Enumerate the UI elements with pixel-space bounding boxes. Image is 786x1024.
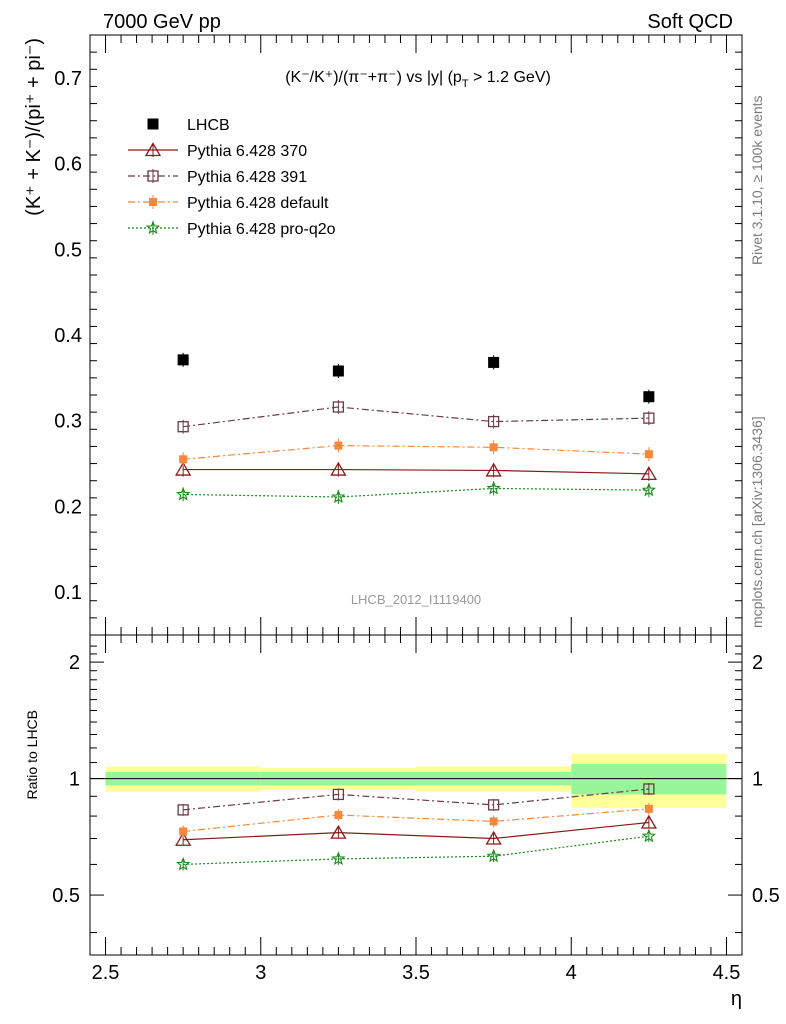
series-line bbox=[183, 487, 649, 498]
ratio-data-point bbox=[489, 817, 498, 826]
ratio-data-point bbox=[330, 824, 347, 839]
data-point bbox=[489, 443, 498, 452]
data-point bbox=[175, 461, 192, 476]
legend-label: Pythia 6.428 391 bbox=[187, 169, 307, 186]
x-tick-label: 2.5 bbox=[92, 962, 120, 984]
x-axis-label: η bbox=[731, 988, 742, 1010]
x-tick-label: 3 bbox=[255, 962, 266, 984]
main-y-axis-label: (K⁺ + K⁻)/(pi⁺ + pi⁻) bbox=[23, 38, 45, 216]
series-line bbox=[183, 406, 649, 428]
data-point bbox=[640, 466, 657, 481]
plot-title: (K⁻/K⁺)/(π⁻+π⁻) vs |y| (pT > 1.2 GeV) bbox=[285, 69, 551, 90]
plot-title-main: (K⁻/K⁺)/(π⁻+π⁻) vs |y| (p bbox=[285, 69, 462, 86]
y-tick-label: 0.6 bbox=[54, 154, 82, 176]
ratio-series-line bbox=[183, 821, 649, 841]
ratio-y-tick-label-right: 0.5 bbox=[752, 885, 780, 907]
legend-label: Pythia 6.428 370 bbox=[187, 143, 307, 160]
main-series bbox=[175, 352, 657, 504]
legend-marker bbox=[145, 220, 161, 235]
y-tick-label: 0.2 bbox=[54, 496, 82, 518]
data-point bbox=[643, 412, 655, 424]
series-line bbox=[183, 468, 649, 475]
ratio-data-point bbox=[176, 856, 191, 871]
data-point bbox=[643, 391, 655, 403]
legend-label: Pythia 6.428 pro-q2o bbox=[187, 221, 336, 238]
ratio-data-point bbox=[175, 831, 192, 846]
y-tick-label: 0.4 bbox=[54, 325, 82, 347]
ratio-y-axis-label: Ratio to LHCB bbox=[24, 710, 40, 799]
ratio-series-line bbox=[183, 788, 649, 811]
axes: 0.1 0.2 0.3 0.4 0.5 0.6 0.7 2.5 3 3.5 4 4.5 0.5 0.5 1 1… bbox=[52, 34, 780, 984]
ratio-data-point bbox=[641, 828, 656, 843]
ratio-series-line bbox=[183, 835, 649, 866]
ratio-y-tick-label: 1 bbox=[69, 769, 80, 791]
data-point bbox=[334, 441, 343, 450]
ratio-y-tick-label: 0.5 bbox=[52, 885, 80, 907]
legend-marker bbox=[147, 118, 159, 130]
data-point bbox=[641, 482, 656, 497]
y-tick-label: 0.1 bbox=[54, 582, 82, 604]
plot-title-tail: > 1.2 GeV) bbox=[469, 69, 551, 86]
y-tick-label: 0.7 bbox=[54, 68, 82, 90]
data-point bbox=[487, 415, 500, 428]
ratio-y-tick-label: 2 bbox=[69, 652, 80, 674]
ratio-data-point bbox=[643, 783, 655, 795]
data-point bbox=[331, 489, 346, 504]
data-point bbox=[177, 354, 189, 366]
y-tick-label: 0.5 bbox=[54, 239, 82, 261]
ratio-data-point bbox=[644, 804, 653, 813]
series-line bbox=[183, 444, 649, 460]
mcplots-reference-text: mcplots.cern.ch [arXiv:1306.3436] bbox=[749, 416, 765, 628]
legend: LHCB Pythia 6.428 370 Pythia 6.428 391 Pyth… bbox=[128, 117, 336, 238]
ratio-series-line bbox=[183, 808, 649, 833]
ratio-data-point bbox=[487, 799, 500, 811]
x-tick-label: 4.5 bbox=[713, 962, 741, 984]
data-point bbox=[486, 480, 501, 495]
x-tick-label: 4 bbox=[566, 962, 577, 984]
legend-marker bbox=[144, 142, 162, 157]
data-point bbox=[485, 462, 502, 477]
ratio-data-point bbox=[334, 811, 343, 820]
data-point bbox=[330, 461, 347, 476]
legend-marker bbox=[149, 198, 157, 206]
ratio-y-tick-label-right: 1 bbox=[752, 769, 763, 791]
legend-label: LHCB bbox=[187, 117, 230, 134]
ratio-data-point bbox=[177, 804, 189, 816]
ratio-data-point bbox=[179, 827, 188, 836]
category-label: Soft QCD bbox=[647, 11, 733, 33]
data-point bbox=[177, 421, 189, 433]
ratio-y-tick-label-right: 2 bbox=[752, 652, 763, 674]
ratio-series bbox=[175, 782, 657, 871]
energy-label: 7000 GeV pp bbox=[103, 11, 221, 33]
data-point bbox=[644, 450, 653, 459]
plot-title-subscript: T bbox=[462, 78, 469, 90]
ratio-data-point bbox=[485, 830, 502, 845]
y-tick-label: 0.3 bbox=[54, 411, 82, 433]
ratio-data-point bbox=[486, 848, 501, 863]
x-tick-label: 3.5 bbox=[402, 962, 430, 984]
rivet-version-text: Rivet 3.1.10, ≥ 100k events bbox=[749, 95, 765, 265]
analysis-watermark: LHCB_2012_I1119400 bbox=[351, 592, 481, 607]
ratio-data-point bbox=[332, 788, 345, 801]
legend-marker bbox=[147, 170, 159, 182]
data-point bbox=[176, 486, 191, 501]
data-point bbox=[332, 365, 344, 377]
ratio-uncertainty-bands bbox=[90, 753, 742, 808]
data-point bbox=[179, 455, 188, 464]
data-point bbox=[332, 401, 345, 413]
ratio-data-point bbox=[331, 851, 346, 865]
legend-label: Pythia 6.428 default bbox=[187, 195, 329, 212]
data-point bbox=[488, 356, 500, 368]
ratio-data-point bbox=[640, 814, 657, 829]
